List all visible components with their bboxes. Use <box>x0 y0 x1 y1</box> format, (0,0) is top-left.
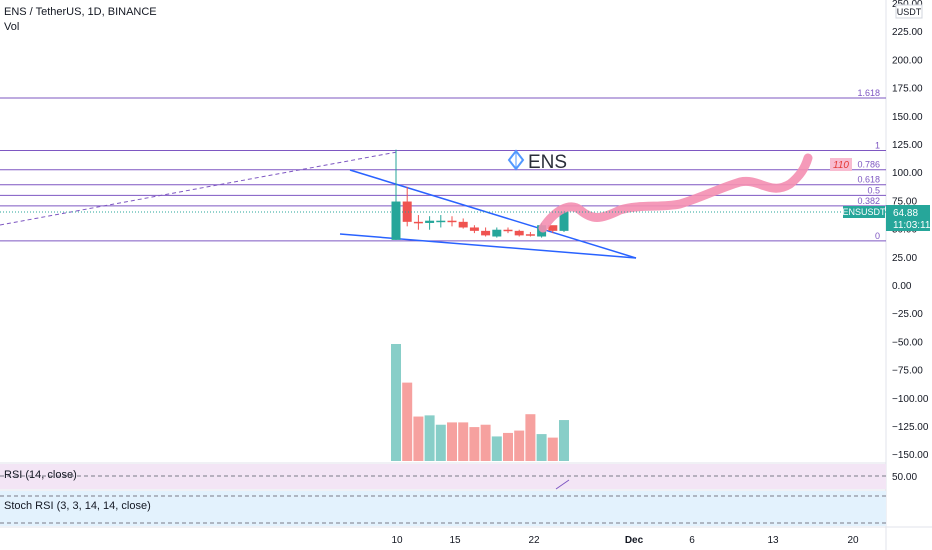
volume-bar <box>469 427 480 461</box>
price-tick: 100.00 <box>892 168 923 179</box>
target-label: 110 <box>833 160 849 171</box>
target-badge[interactable] <box>830 158 852 171</box>
volume-bar <box>435 424 446 461</box>
volume-bar <box>514 430 525 461</box>
candle-body[interactable] <box>436 220 446 223</box>
fib-level-label: 0.5 <box>867 185 880 195</box>
upper-wedge-line[interactable] <box>349 169 637 259</box>
candle-body[interactable] <box>458 221 468 228</box>
time-tick: 10 <box>391 535 403 546</box>
price-tick: −75.00 <box>892 366 923 377</box>
volume-bar <box>480 424 491 461</box>
candle-body[interactable] <box>425 220 435 223</box>
volume-bar <box>391 344 401 461</box>
candle-body[interactable] <box>525 234 535 236</box>
price-badge <box>886 205 930 231</box>
candle-body[interactable] <box>402 201 412 222</box>
price-tick: −125.00 <box>892 422 929 433</box>
fib-level-label: 1.618 <box>857 88 880 98</box>
logo-text: ENS <box>528 152 567 173</box>
volume-bar <box>402 382 413 461</box>
price-tick: 75.00 <box>892 196 917 207</box>
lower-wedge-line[interactable] <box>339 233 637 259</box>
volume-bar <box>413 416 424 461</box>
candle-body[interactable] <box>559 211 569 231</box>
time-tick: 20 <box>847 535 859 546</box>
time-tick: 15 <box>449 535 461 546</box>
time-tick: 22 <box>528 535 540 546</box>
price-tick: 200.00 <box>892 55 923 66</box>
forecast-path[interactable] <box>538 153 813 233</box>
price-tick: −50.00 <box>892 337 923 348</box>
price-tick: −150.00 <box>892 450 929 461</box>
price-tick: −100.00 <box>892 394 929 405</box>
time-tick: 13 <box>767 535 779 546</box>
volume-bar <box>559 420 569 461</box>
current-price: 64.88 <box>893 208 918 219</box>
stoch-label[interactable]: Stoch RSI (3, 3, 14, 14, close) <box>4 500 151 512</box>
fib-level-label: 1 <box>875 141 880 151</box>
volume-label[interactable]: Vol <box>4 21 20 33</box>
time-tick: 6 <box>689 535 695 546</box>
price-tick: −25.00 <box>892 309 923 320</box>
time-axis[interactable]: 10 15 22 Dec 6 13 20 <box>391 535 859 546</box>
unit-label: USDT <box>897 7 922 17</box>
candle-body[interactable] <box>481 230 491 236</box>
volume-bar <box>503 432 513 461</box>
dashed-trend-line[interactable] <box>0 151 398 226</box>
candle-body[interactable] <box>503 229 513 232</box>
candle-body[interactable] <box>492 229 502 237</box>
candle-body[interactable] <box>469 227 479 231</box>
candle-body[interactable] <box>391 201 401 240</box>
candle-body[interactable] <box>548 225 558 231</box>
candle-body[interactable] <box>447 220 457 223</box>
candle-body[interactable] <box>514 230 524 236</box>
volume-bar <box>491 436 502 461</box>
fib-level-label: 0.618 <box>857 175 880 185</box>
volume-bar <box>458 422 469 461</box>
volume-bar <box>536 434 547 461</box>
rsi-line <box>555 479 570 490</box>
price-tick: 25.00 <box>892 253 917 264</box>
ticker-label: ENSUSDT <box>842 207 886 217</box>
price-tick: 0.00 <box>892 281 912 292</box>
volume-bar <box>447 422 457 461</box>
price-tick: 175.00 <box>892 84 923 95</box>
unit-badge[interactable] <box>895 4 923 19</box>
volume-bar <box>525 414 536 461</box>
candle-body[interactable] <box>413 221 423 224</box>
volume-bar <box>424 415 435 461</box>
price-tick: 125.00 <box>892 140 923 151</box>
price-tick: 225.00 <box>892 27 923 38</box>
countdown: 11:03:11 <box>893 220 931 231</box>
volume-bar <box>547 437 558 461</box>
rsi-label[interactable]: RSI (14, close) <box>4 469 77 481</box>
ens-logo-icon <box>507 149 525 171</box>
fib-level-label: 0 <box>875 231 880 241</box>
stoch-band <box>0 491 886 526</box>
price-tick: 150.00 <box>892 112 923 123</box>
rsi-level-label: 50.00 <box>892 472 917 483</box>
fib-level-label: 0.786 <box>857 160 880 170</box>
symbol-title[interactable]: ENS / TetherUS, 1D, BINANCE <box>4 6 157 18</box>
ticker-badge <box>843 206 885 218</box>
fib-level-label: 0.382 <box>857 196 880 206</box>
time-tick: Dec <box>625 535 644 546</box>
